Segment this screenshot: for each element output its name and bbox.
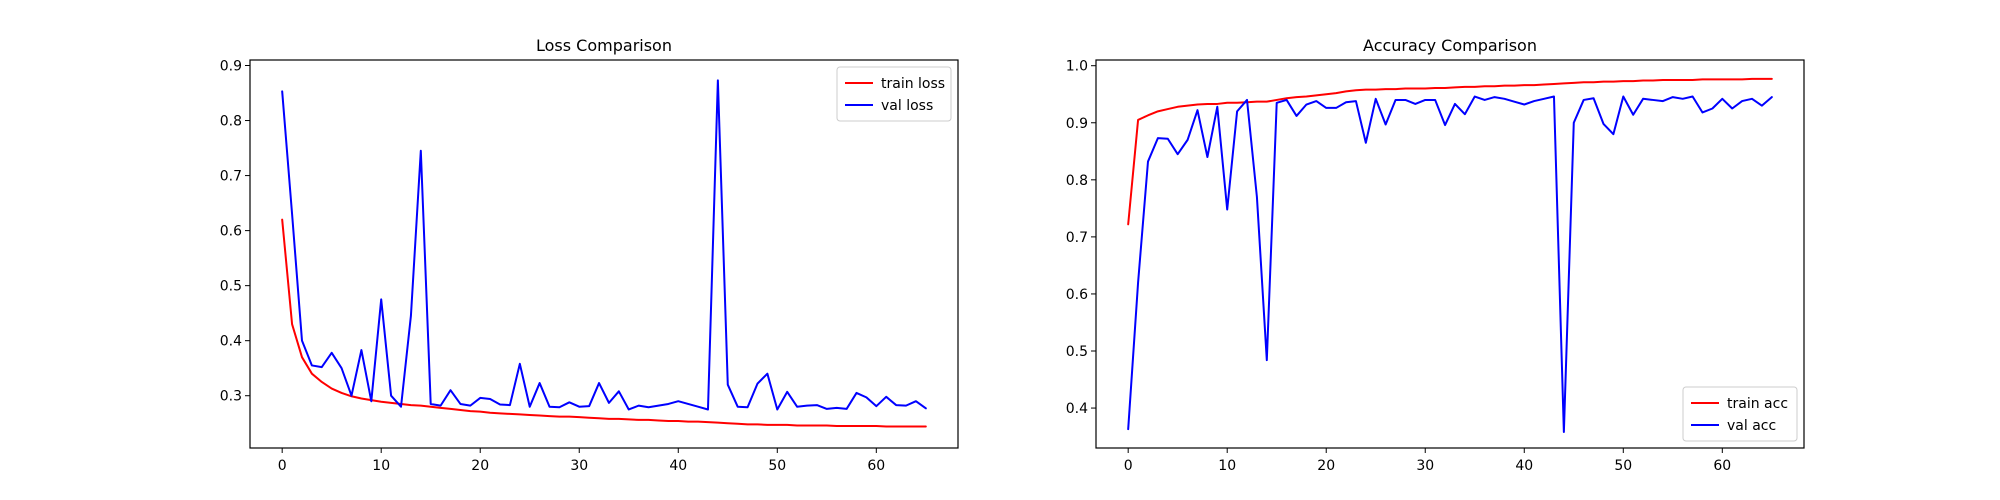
- x-tick-label: 20: [471, 458, 489, 474]
- y-tick-label: 0.8: [1066, 173, 1088, 189]
- legend-label-val-acc: val acc: [1727, 418, 1776, 434]
- y-tick-label: 0.4: [1066, 401, 1088, 417]
- x-tick-label: 0: [1124, 458, 1133, 474]
- x-tick-label: 60: [867, 458, 885, 474]
- legend-box: [1682, 386, 1798, 442]
- y-tick-label: 1.0: [1066, 59, 1088, 75]
- x-tick-label: 30: [570, 458, 588, 474]
- x-tick-label: 10: [372, 458, 390, 474]
- plot-area-frame: [1095, 59, 1805, 449]
- train-acc-line: [1127, 77, 1773, 226]
- x-tick-label: 0: [278, 458, 287, 474]
- accuracy-comparison-chart: Accuracy Comparison 0 10 20 30 40 50 60 0.4 0.5 0.…: [1066, 36, 1805, 474]
- y-tick-label: 0.5: [220, 279, 242, 295]
- legend: train acc val acc: [1682, 386, 1798, 442]
- legend-label-train-loss: train loss: [881, 76, 945, 92]
- val-loss-line: [281, 79, 927, 411]
- y-tick-label: 0.3: [220, 389, 242, 405]
- x-tick-label: 10: [1218, 458, 1236, 474]
- x-tick-label: 40: [1515, 458, 1533, 474]
- legend-label-val-loss: val loss: [881, 98, 933, 114]
- x-tick-label: 50: [768, 458, 786, 474]
- y-tick-label: 0.4: [220, 334, 242, 350]
- val-acc-line: [1127, 95, 1773, 434]
- x-tick-label: 30: [1416, 458, 1434, 474]
- y-tick-label: 0.7: [1066, 230, 1088, 246]
- loss-comparison-chart: Loss Comparison 0 10 20 30 40 50 60 0.3 0.4 0.5 0.6…: [220, 36, 959, 474]
- legend: train loss val loss: [836, 66, 952, 122]
- y-tick-label: 0.6: [1066, 287, 1088, 303]
- y-tick-label: 0.8: [220, 114, 242, 130]
- chart-title: Loss Comparison: [536, 36, 672, 55]
- y-tick-label: 0.7: [220, 169, 242, 185]
- legend-label-train-acc: train acc: [1727, 396, 1788, 412]
- x-tick-label: 40: [669, 458, 687, 474]
- train-loss-line: [281, 218, 927, 428]
- plot-area-frame: [249, 59, 959, 449]
- x-tick-label: 20: [1317, 458, 1335, 474]
- y-tick-label: 0.5: [1066, 344, 1088, 360]
- chart-title: Accuracy Comparison: [1363, 36, 1537, 55]
- legend-box: [836, 66, 952, 122]
- y-tick-label: 0.6: [220, 224, 242, 240]
- x-tick-label: 50: [1614, 458, 1632, 474]
- y-tick-label: 0.9: [220, 59, 242, 75]
- x-tick-label: 60: [1713, 458, 1731, 474]
- y-tick-label: 0.9: [1066, 116, 1088, 132]
